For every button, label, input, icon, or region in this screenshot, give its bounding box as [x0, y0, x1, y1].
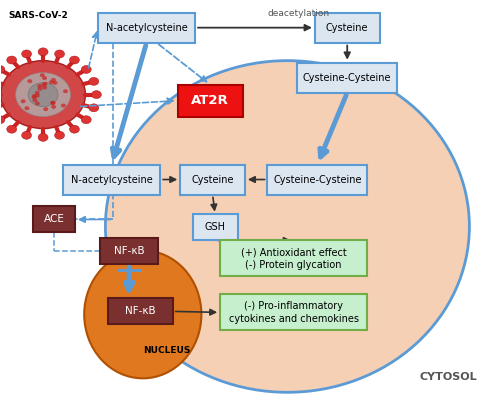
Text: deacetylation: deacetylation — [268, 9, 330, 18]
Circle shape — [28, 79, 32, 83]
FancyBboxPatch shape — [100, 239, 158, 264]
Circle shape — [20, 99, 25, 103]
Circle shape — [40, 73, 45, 77]
FancyBboxPatch shape — [298, 63, 397, 93]
FancyBboxPatch shape — [315, 13, 380, 43]
Circle shape — [54, 50, 64, 58]
Circle shape — [52, 81, 58, 85]
Circle shape — [82, 116, 91, 124]
Circle shape — [89, 104, 99, 112]
Circle shape — [35, 93, 40, 97]
Circle shape — [61, 103, 66, 107]
Circle shape — [38, 134, 48, 142]
Circle shape — [16, 73, 70, 117]
FancyBboxPatch shape — [192, 215, 238, 241]
Circle shape — [42, 82, 48, 86]
FancyBboxPatch shape — [98, 13, 195, 43]
Text: GSH: GSH — [204, 223, 226, 233]
Text: Cysteine: Cysteine — [192, 174, 234, 184]
Text: AT2R: AT2R — [191, 94, 229, 107]
Circle shape — [22, 50, 32, 58]
Circle shape — [28, 83, 58, 107]
Circle shape — [70, 56, 80, 64]
Circle shape — [32, 95, 36, 99]
Circle shape — [35, 101, 40, 105]
Text: NF-κB: NF-κB — [125, 306, 156, 316]
Circle shape — [82, 65, 91, 73]
Text: N-acetylcysteine: N-acetylcysteine — [71, 174, 152, 184]
Circle shape — [6, 125, 16, 133]
Circle shape — [70, 125, 80, 133]
Text: SARS-CoV-2: SARS-CoV-2 — [8, 11, 68, 20]
Circle shape — [50, 101, 56, 105]
Circle shape — [22, 131, 32, 139]
Circle shape — [38, 48, 48, 56]
Circle shape — [38, 87, 43, 91]
Text: Cysteine: Cysteine — [326, 23, 368, 32]
FancyBboxPatch shape — [108, 298, 172, 324]
Circle shape — [49, 80, 54, 84]
FancyBboxPatch shape — [220, 241, 367, 276]
Circle shape — [92, 91, 102, 99]
Text: NF-κB: NF-κB — [114, 247, 144, 257]
Circle shape — [32, 94, 37, 98]
FancyBboxPatch shape — [63, 164, 160, 194]
Circle shape — [51, 78, 56, 82]
FancyBboxPatch shape — [268, 164, 367, 194]
Text: Cysteine-Cysteine: Cysteine-Cysteine — [303, 73, 392, 83]
Text: (+) Antioxidant effect
(-) Protein glycation: (+) Antioxidant effect (-) Protein glyca… — [241, 247, 346, 269]
Circle shape — [0, 61, 86, 129]
Circle shape — [37, 84, 42, 88]
Circle shape — [41, 83, 46, 87]
Text: N-acetylcysteine: N-acetylcysteine — [106, 23, 188, 32]
Circle shape — [63, 89, 68, 93]
Circle shape — [24, 106, 29, 110]
Circle shape — [54, 131, 64, 139]
Circle shape — [0, 116, 5, 124]
FancyBboxPatch shape — [178, 85, 242, 117]
FancyBboxPatch shape — [180, 164, 245, 194]
Circle shape — [34, 91, 40, 95]
FancyBboxPatch shape — [33, 207, 76, 233]
Ellipse shape — [106, 61, 470, 392]
Circle shape — [50, 101, 56, 105]
Circle shape — [42, 76, 47, 80]
Text: Cysteine-Cysteine: Cysteine-Cysteine — [273, 174, 362, 184]
Circle shape — [43, 107, 48, 111]
Circle shape — [89, 77, 99, 85]
Text: CYTOSOL: CYTOSOL — [420, 373, 477, 382]
Text: ACE: ACE — [44, 215, 64, 225]
Circle shape — [32, 98, 38, 102]
Text: (-) Pro-inflammatory
cytokines and chemokines: (-) Pro-inflammatory cytokines and chemo… — [228, 301, 358, 324]
Text: NUCLEUS: NUCLEUS — [143, 346, 190, 355]
Ellipse shape — [84, 251, 202, 378]
Circle shape — [0, 65, 5, 73]
Circle shape — [6, 56, 16, 64]
Circle shape — [51, 105, 56, 109]
Circle shape — [42, 85, 47, 89]
FancyBboxPatch shape — [220, 294, 367, 330]
